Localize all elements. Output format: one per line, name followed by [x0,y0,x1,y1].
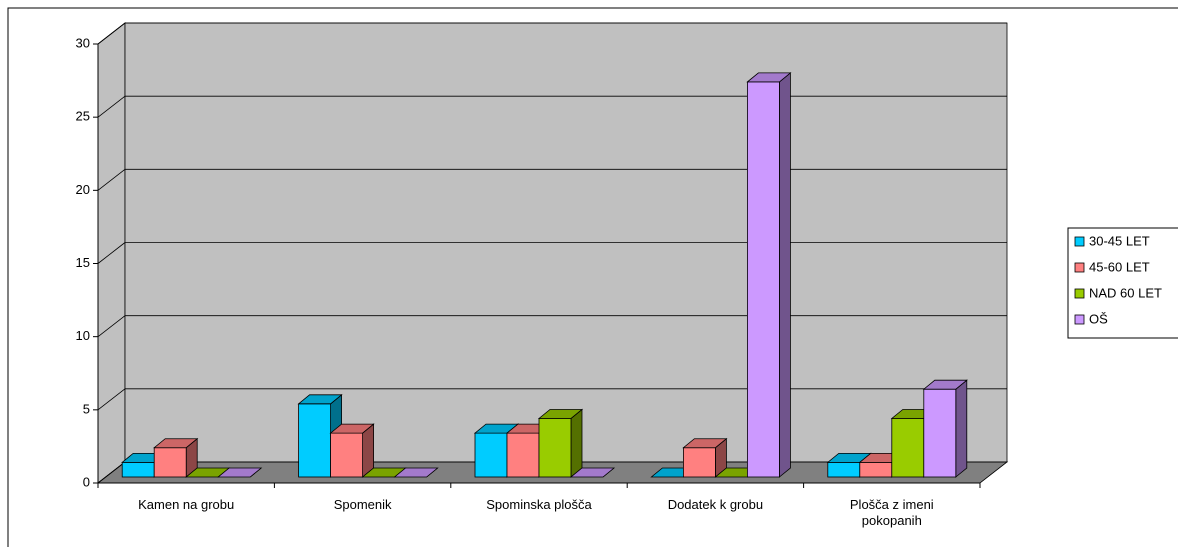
y-tick-label: 25 [76,109,90,124]
bar-top [682,438,728,449]
bar [538,418,572,478]
bar-top [746,72,792,83]
x-tick-label: Spominska plošča [486,497,592,512]
y-tick-label: 15 [76,255,90,270]
x-tick-label: Plošča z imeni pokopanih [849,497,934,528]
bar [891,418,925,478]
x-tick-label: Spomenik [333,497,392,512]
bar [474,432,508,478]
legend-label: NAD 60 LET [1089,285,1162,300]
bar [827,461,861,478]
bar-side [570,408,583,478]
bar [121,461,155,478]
grid-line [97,169,126,191]
bar [298,403,332,478]
y-tick-label: 30 [76,35,90,50]
grid-line [97,388,126,411]
legend-label: OŠ [1089,311,1108,326]
bar-side [955,379,968,478]
y-tick-label: 5 [83,401,90,416]
legend-swatch [1074,236,1085,247]
chart-frame [7,7,1178,547]
bar [330,432,364,478]
x-tick-label: Kamen na grobu [138,497,235,512]
grid-line [97,315,126,337]
x-tick-label: Dodatek k grobu [667,497,764,512]
legend-swatch [1074,314,1085,325]
y-tick-label: 20 [76,182,90,197]
bar [683,447,716,478]
bar [859,461,893,478]
grid-line [97,461,126,484]
bar-top [922,379,968,390]
bar-top [393,467,439,478]
bar-top [297,394,343,405]
bar-top [329,423,375,434]
bar-top [153,438,199,449]
legend-box [1067,227,1178,339]
bar [747,81,780,478]
legend-swatch [1074,288,1085,299]
bar [506,432,540,478]
bar-top [537,409,584,419]
legend-swatch [1074,262,1085,273]
bar [153,447,187,478]
legend-label: 45-60 LET [1089,259,1150,274]
legend-label: 30-45 LET [1089,233,1150,248]
bar [923,388,957,478]
bar-top [569,467,616,478]
grid-line [97,242,126,264]
grid-line [97,22,126,45]
bar-side [779,72,791,478]
y-tick-label: 10 [76,328,90,343]
grid-line [97,95,126,118]
bar-top [217,467,263,478]
y-tick-label: 0 [83,474,90,489]
